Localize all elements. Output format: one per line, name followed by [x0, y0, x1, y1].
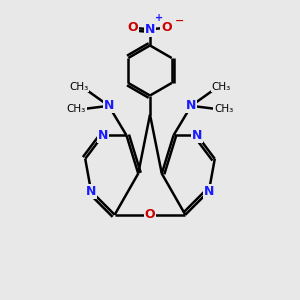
Text: N: N: [145, 23, 155, 36]
Text: CH₃: CH₃: [67, 104, 86, 114]
Text: N: N: [186, 99, 196, 112]
Text: CH₃: CH₃: [211, 82, 230, 92]
Text: −: −: [174, 15, 184, 26]
Text: N: N: [86, 185, 96, 198]
Text: O: O: [127, 21, 138, 34]
Text: N: N: [98, 129, 108, 142]
Text: CH₃: CH₃: [70, 82, 89, 92]
Text: N: N: [103, 99, 114, 112]
Text: N: N: [192, 129, 202, 142]
Text: O: O: [161, 21, 172, 34]
Text: N: N: [204, 185, 214, 198]
Text: CH₃: CH₃: [214, 104, 233, 114]
Text: O: O: [145, 208, 155, 221]
Text: +: +: [155, 13, 164, 23]
